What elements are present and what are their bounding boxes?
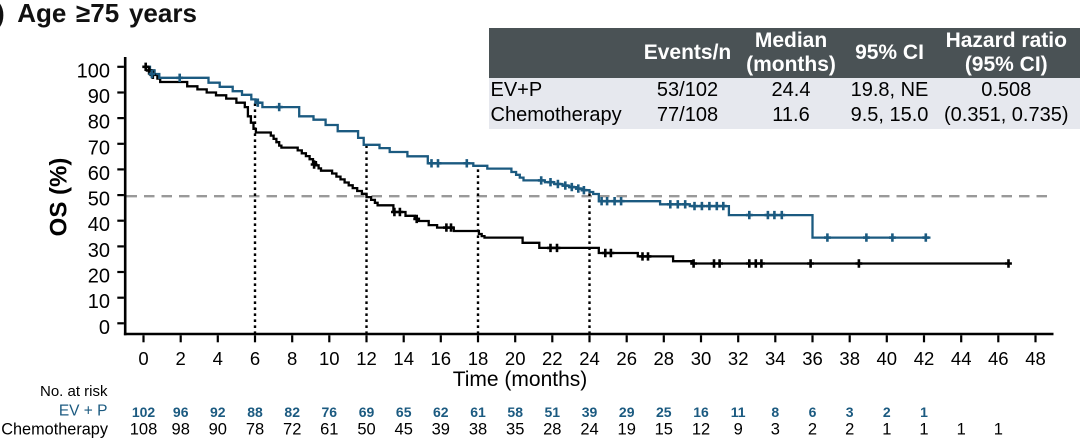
svg-text:19: 19 <box>618 421 636 439</box>
svg-text:Time (months): Time (months) <box>453 368 588 391</box>
svg-text:0: 0 <box>138 348 148 369</box>
svg-text:44: 44 <box>951 348 972 369</box>
svg-text:78: 78 <box>246 421 264 439</box>
svg-text:Chemotherapy: Chemotherapy <box>1 421 109 439</box>
svg-text:38: 38 <box>839 348 860 369</box>
svg-text:62: 62 <box>433 404 449 420</box>
svg-text:69: 69 <box>359 404 375 420</box>
svg-text:16: 16 <box>431 348 452 369</box>
svg-text:50: 50 <box>88 189 110 211</box>
svg-text:24: 24 <box>579 348 600 369</box>
svg-text:20: 20 <box>88 266 110 288</box>
svg-text:1: 1 <box>994 421 1003 439</box>
svg-text:65: 65 <box>396 404 412 420</box>
svg-text:29: 29 <box>619 404 635 420</box>
svg-text:80: 80 <box>88 112 110 134</box>
svg-text:12: 12 <box>692 421 710 439</box>
svg-text:2: 2 <box>808 421 817 439</box>
svg-text:76: 76 <box>322 404 338 420</box>
svg-text:102: 102 <box>132 404 156 420</box>
svg-text:1: 1 <box>957 421 966 439</box>
svg-text:32: 32 <box>728 348 749 369</box>
svg-text:8: 8 <box>771 404 779 420</box>
svg-text:6: 6 <box>809 404 817 420</box>
svg-text:15: 15 <box>655 421 673 439</box>
svg-text:1: 1 <box>882 421 891 439</box>
svg-text:34: 34 <box>765 348 786 369</box>
svg-text:9: 9 <box>734 421 743 439</box>
svg-text:2: 2 <box>845 421 854 439</box>
svg-text:92: 92 <box>210 404 226 420</box>
svg-text:58: 58 <box>507 404 523 420</box>
svg-text:24: 24 <box>580 421 598 439</box>
svg-text:98: 98 <box>172 421 190 439</box>
svg-text:8: 8 <box>287 348 297 369</box>
svg-text:45: 45 <box>395 421 413 439</box>
svg-text:10: 10 <box>319 348 340 369</box>
svg-text:61: 61 <box>470 404 486 420</box>
svg-text:38: 38 <box>469 421 487 439</box>
svg-text:48: 48 <box>1025 348 1046 369</box>
svg-text:6: 6 <box>250 348 260 369</box>
svg-text:50: 50 <box>357 421 375 439</box>
svg-text:14: 14 <box>393 348 414 369</box>
svg-text:40: 40 <box>88 214 110 236</box>
svg-text:39: 39 <box>432 421 450 439</box>
svg-text:100: 100 <box>77 60 110 82</box>
svg-text:70: 70 <box>88 137 110 159</box>
svg-text:25: 25 <box>656 404 672 420</box>
svg-text:30: 30 <box>691 348 712 369</box>
svg-text:26: 26 <box>616 348 637 369</box>
svg-text:3: 3 <box>771 421 780 439</box>
svg-text:108: 108 <box>130 421 158 439</box>
svg-text:30: 30 <box>88 240 110 262</box>
svg-text:20: 20 <box>505 348 526 369</box>
svg-text:10: 10 <box>88 291 110 313</box>
svg-text:EV + P: EV + P <box>59 403 108 420</box>
svg-text:51: 51 <box>545 404 561 420</box>
svg-text:18: 18 <box>468 348 489 369</box>
svg-text:46: 46 <box>988 348 1009 369</box>
svg-text:OS (%): OS (%) <box>46 158 73 237</box>
svg-text:36: 36 <box>802 348 823 369</box>
svg-text:2: 2 <box>176 348 186 369</box>
svg-text:1: 1 <box>919 421 928 439</box>
svg-text:4: 4 <box>213 348 223 369</box>
svg-text:2: 2 <box>883 404 891 420</box>
svg-text:90: 90 <box>88 86 110 108</box>
svg-text:11: 11 <box>731 404 746 420</box>
svg-text:28: 28 <box>543 421 561 439</box>
svg-text:82: 82 <box>284 404 300 420</box>
svg-text:3: 3 <box>846 404 854 420</box>
svg-text:60: 60 <box>88 163 110 185</box>
svg-text:12: 12 <box>356 348 377 369</box>
svg-text:61: 61 <box>320 421 338 439</box>
svg-text:No. at risk: No. at risk <box>40 383 108 400</box>
svg-text:72: 72 <box>283 421 301 439</box>
svg-text:16: 16 <box>693 404 709 420</box>
svg-text:35: 35 <box>506 421 524 439</box>
svg-text:0: 0 <box>99 317 110 339</box>
svg-text:28: 28 <box>654 348 675 369</box>
svg-text:88: 88 <box>247 404 263 420</box>
svg-text:1: 1 <box>920 404 928 420</box>
svg-text:90: 90 <box>209 421 227 439</box>
svg-text:40: 40 <box>877 348 898 369</box>
svg-text:22: 22 <box>542 348 563 369</box>
svg-text:42: 42 <box>914 348 935 369</box>
svg-text:39: 39 <box>582 404 598 420</box>
svg-text:96: 96 <box>173 404 189 420</box>
